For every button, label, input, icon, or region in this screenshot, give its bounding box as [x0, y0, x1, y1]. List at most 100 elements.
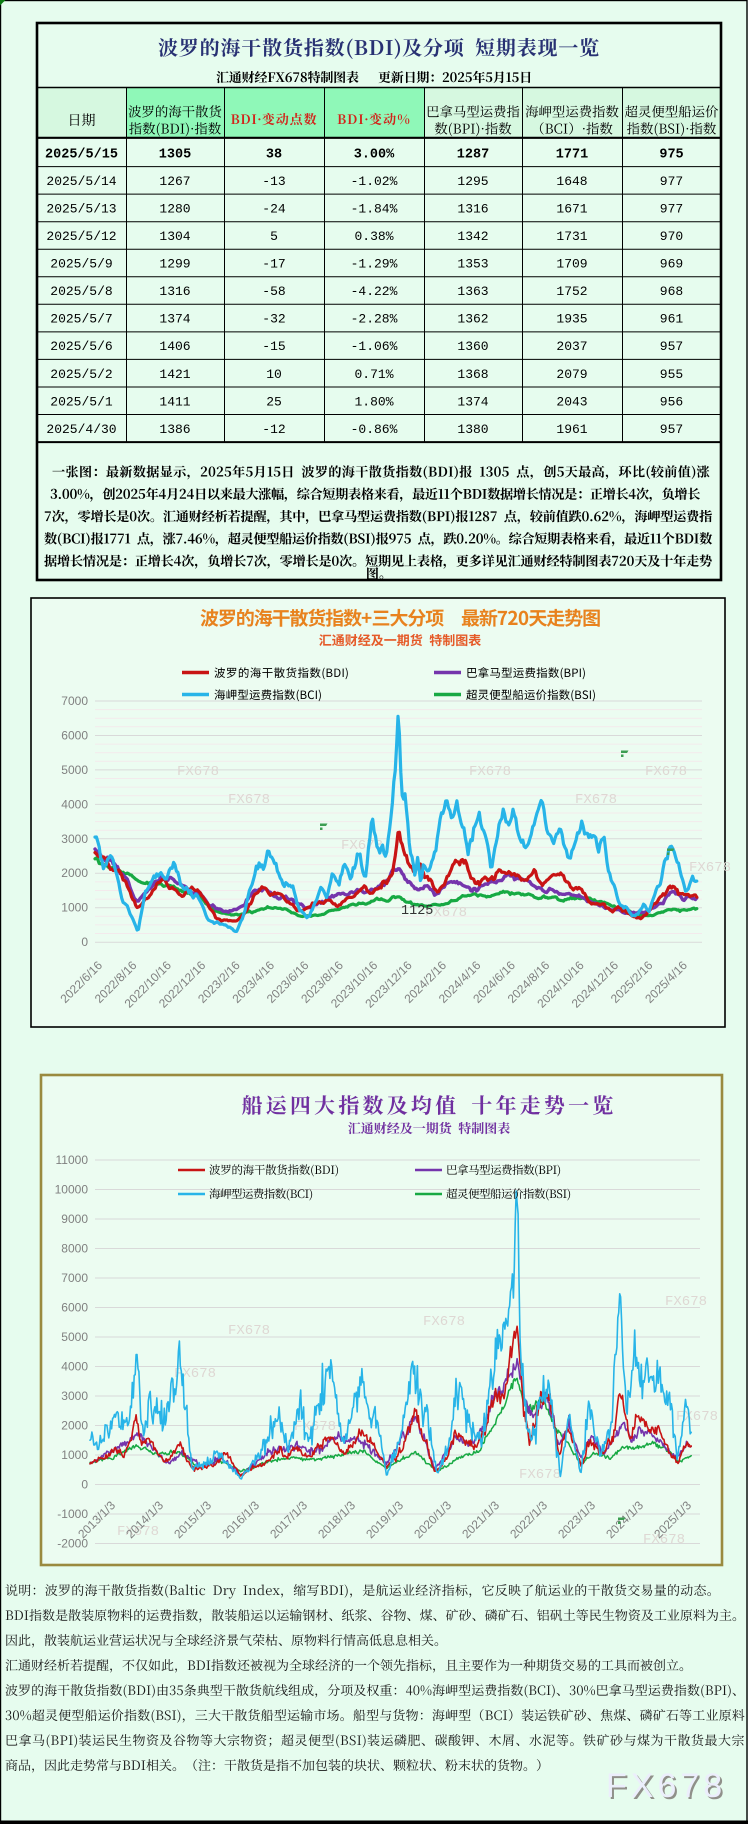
svg-text:1386: 1386 [159, 422, 190, 437]
svg-text:-32: -32 [262, 312, 285, 327]
svg-text:FX678: FX678 [575, 792, 617, 808]
svg-text:-1000: -1000 [57, 1507, 88, 1521]
svg-text:1267: 1267 [159, 174, 190, 189]
svg-text:2025/5/7: 2025/5/7 [50, 312, 112, 327]
svg-text:FX678: FX678 [645, 764, 687, 780]
svg-text:968: 968 [660, 284, 683, 299]
svg-text:1752: 1752 [556, 284, 587, 299]
svg-text:969: 969 [660, 257, 683, 272]
svg-text:-24: -24 [262, 202, 286, 217]
svg-text:1380: 1380 [457, 422, 488, 437]
svg-text:1648: 1648 [556, 174, 587, 189]
svg-text:961: 961 [660, 312, 684, 327]
svg-text:977: 977 [660, 202, 683, 217]
svg-text:956: 956 [660, 394, 683, 409]
svg-text:-58: -58 [262, 284, 285, 299]
svg-text:1299: 1299 [159, 257, 190, 272]
svg-text:5: 5 [270, 229, 278, 244]
svg-text:FX678: FX678 [423, 1314, 465, 1330]
svg-text:2000: 2000 [61, 866, 88, 880]
svg-text:FX678: FX678 [341, 838, 383, 854]
svg-text:FX678: FX678 [469, 764, 511, 780]
svg-text:2079: 2079 [556, 367, 587, 382]
svg-text:1000: 1000 [61, 1448, 88, 1462]
svg-text:1280: 1280 [159, 202, 190, 217]
svg-text:0: 0 [81, 935, 88, 949]
svg-text:977: 977 [660, 174, 683, 189]
svg-text:-1.29%: -1.29% [351, 257, 398, 272]
svg-text:3.00%: 3.00% [354, 147, 395, 162]
svg-text:38: 38 [266, 147, 282, 162]
svg-text:1961: 1961 [556, 422, 587, 437]
svg-text:2025/5/2: 2025/5/2 [50, 367, 112, 382]
svg-text:FX678: FX678 [606, 1767, 726, 1805]
svg-text:10: 10 [266, 367, 282, 382]
svg-text:3000: 3000 [61, 832, 88, 846]
svg-text:8000: 8000 [61, 1242, 88, 1256]
svg-text:1709: 1709 [556, 257, 587, 272]
svg-text:-4.22%: -4.22% [351, 284, 398, 299]
svg-text:FX678: FX678 [665, 1294, 707, 1310]
svg-text:2000: 2000 [61, 1419, 88, 1433]
svg-text:1342: 1342 [457, 229, 488, 244]
svg-text:957: 957 [660, 339, 683, 354]
svg-text:2025/5/13: 2025/5/13 [46, 202, 116, 217]
svg-text:2043: 2043 [556, 394, 587, 409]
svg-text:2025/5/12: 2025/5/12 [46, 229, 116, 244]
svg-text:-15: -15 [262, 339, 285, 354]
svg-text:1731: 1731 [556, 229, 587, 244]
svg-text:4000: 4000 [61, 1360, 88, 1374]
svg-text:11000: 11000 [56, 1153, 89, 1167]
svg-text:FX678: FX678 [177, 764, 219, 780]
svg-text:FX678: FX678 [608, 1769, 728, 1807]
svg-text:1421: 1421 [159, 367, 190, 382]
svg-text:5000: 5000 [61, 1330, 88, 1344]
svg-text:-17: -17 [262, 257, 285, 272]
svg-text:-13: -13 [262, 174, 285, 189]
svg-text:1671: 1671 [556, 202, 587, 217]
svg-text:1362: 1362 [457, 312, 488, 327]
svg-text:1316: 1316 [457, 202, 488, 217]
svg-text:1406: 1406 [159, 339, 190, 354]
svg-text:-2.28%: -2.28% [351, 312, 398, 327]
svg-text:1935: 1935 [556, 312, 587, 327]
svg-text:1363: 1363 [457, 284, 488, 299]
svg-text:FX678: FX678 [676, 1409, 718, 1425]
svg-text:2025/5/14: 2025/5/14 [46, 174, 116, 189]
svg-text:1295: 1295 [457, 174, 488, 189]
svg-text:1304: 1304 [159, 229, 190, 244]
svg-text:5000: 5000 [61, 763, 88, 777]
svg-text:1771: 1771 [556, 147, 588, 162]
svg-text:1125: 1125 [401, 904, 433, 919]
svg-text:1000: 1000 [61, 901, 88, 915]
svg-text:FX678: FX678 [228, 1323, 270, 1339]
svg-text:-1.02%: -1.02% [351, 174, 398, 189]
svg-text:1374: 1374 [457, 394, 488, 409]
svg-text:2025/5/15: 2025/5/15 [45, 147, 118, 162]
svg-text:FX678: FX678 [174, 1366, 216, 1382]
svg-text:970: 970 [660, 229, 683, 244]
svg-text:2025/5/8: 2025/5/8 [50, 284, 112, 299]
svg-text:1368: 1368 [457, 367, 488, 382]
svg-text:2025/4/30: 2025/4/30 [46, 422, 116, 437]
svg-text:FX678: FX678 [294, 1419, 336, 1435]
svg-text:3000: 3000 [61, 1389, 88, 1403]
svg-text:FX678: FX678 [519, 1467, 561, 1483]
svg-text:FX678: FX678 [117, 1524, 159, 1540]
svg-text:-1.06%: -1.06% [351, 339, 398, 354]
svg-text:7000: 7000 [61, 1271, 88, 1285]
svg-text:FX678: FX678 [425, 905, 467, 921]
svg-text:10000: 10000 [55, 1183, 89, 1197]
svg-text:6000: 6000 [61, 729, 88, 743]
svg-text:0.71%: 0.71% [354, 367, 393, 382]
svg-text:1374: 1374 [159, 312, 190, 327]
svg-text:1353: 1353 [457, 257, 488, 272]
svg-text:FX678: FX678 [228, 792, 270, 808]
svg-text:955: 955 [660, 367, 683, 382]
svg-text:2025/5/6: 2025/5/6 [50, 339, 112, 354]
svg-text:957: 957 [660, 422, 683, 437]
svg-text:1.80%: 1.80% [354, 394, 393, 409]
svg-text:-12: -12 [262, 422, 285, 437]
svg-text:2037: 2037 [556, 339, 587, 354]
svg-text:FX678: FX678 [643, 1532, 685, 1548]
